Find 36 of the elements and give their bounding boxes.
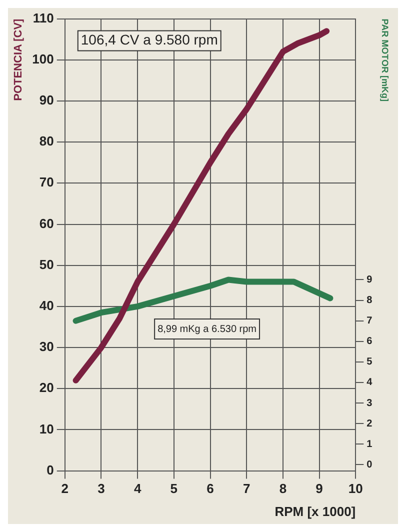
x-tick-label: 8 [279, 481, 287, 496]
y2-tick-label: 8 [366, 295, 373, 306]
y2-tick-label: 6 [366, 336, 373, 348]
x-tick-label: 9 [316, 481, 323, 496]
x-axis-title: RPM [x 1000] [274, 504, 356, 519]
x-tick-label: 2 [61, 481, 69, 496]
y-tick-label: 60 [39, 216, 54, 231]
y-tick-label: 10 [39, 421, 54, 436]
y-tick-label: 20 [39, 380, 54, 396]
x-tick-label: 6 [206, 481, 214, 496]
y2-tick-label: 3 [366, 398, 373, 409]
y2-tick-label: 5 [366, 356, 373, 368]
y-tick-label: 90 [39, 92, 54, 108]
y-axis-title: POTENCIA [CV] [12, 18, 25, 101]
y-tick-label: 80 [39, 134, 54, 149]
y-tick-label: 100 [32, 51, 54, 66]
x-tick-label: 3 [98, 481, 105, 496]
annotation: 106,4 CV a 9.580 rpm [80, 32, 218, 48]
x-tick-label: 4 [134, 481, 142, 496]
y2-tick-label: 1 [366, 438, 373, 450]
y2-tick-label: 7 [366, 316, 373, 327]
y2-tick-label: 9 [366, 274, 373, 286]
x-tick-label: 10 [348, 481, 363, 496]
y2-axis-title: PAR MOTOR [mKg] [380, 18, 390, 102]
y-tick-label: 30 [39, 339, 54, 354]
x-tick-label: 5 [170, 481, 178, 496]
y-tick-label: 0 [46, 462, 54, 478]
y-tick-label: 40 [39, 298, 54, 314]
annotation: 8,99 mKg a 6.530 rpm [158, 324, 257, 335]
y-tick-label: 50 [39, 256, 54, 272]
x-tick-label: 7 [242, 481, 250, 496]
y2-tick-label: 2 [366, 418, 373, 430]
y-tick-label: 70 [39, 174, 54, 190]
y2-tick-label: 0 [366, 459, 373, 470]
y-tick-label: 110 [32, 10, 54, 26]
y2-tick-label: 4 [366, 377, 373, 388]
